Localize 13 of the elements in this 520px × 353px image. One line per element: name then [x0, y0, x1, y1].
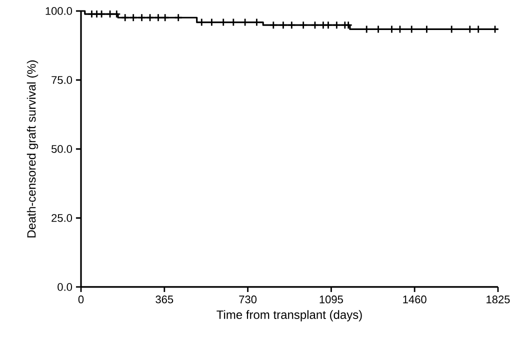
y-tick-label: 25.0	[52, 214, 72, 222]
x-tick-label: 1095	[320, 296, 343, 304]
y-tick-label: 0.0	[58, 283, 72, 291]
y-tick-label: 100.0	[46, 7, 72, 15]
x-axis-title: Time from transplant (days)	[216, 310, 362, 322]
x-tick-label: 1825	[486, 296, 510, 304]
x-tick-label: 0	[78, 296, 84, 304]
x-tick-label: 730	[239, 296, 257, 304]
y-axis-title: Death-censored graft survival (%)	[26, 60, 38, 238]
x-tick-label: 1460	[403, 296, 426, 304]
y-tick-label: 50.0	[52, 145, 72, 153]
x-tick-label: 365	[156, 296, 174, 304]
y-tick-label: 75.0	[52, 76, 72, 84]
